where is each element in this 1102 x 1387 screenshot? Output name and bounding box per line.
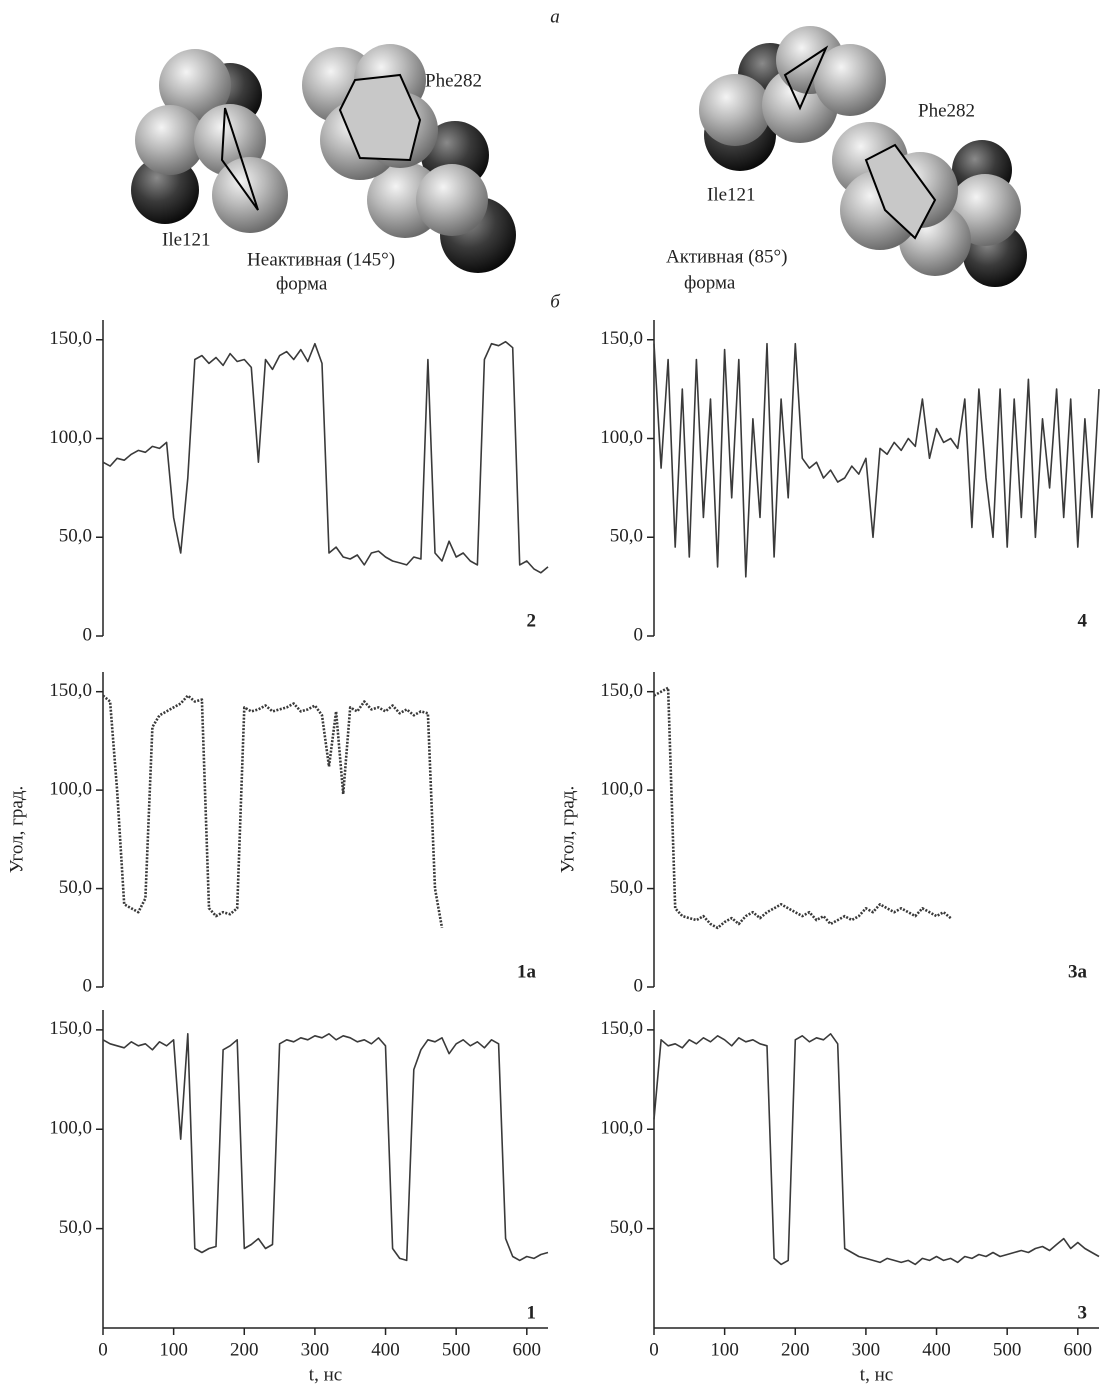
panel-number: 2 <box>527 610 537 631</box>
y-tick-label: 150,0 <box>600 1018 643 1039</box>
panel-label: а <box>550 6 560 27</box>
panel-number: 4 <box>1078 610 1088 631</box>
y-tick-label: 50,0 <box>59 526 92 547</box>
residue-label: Phe282 <box>918 100 975 121</box>
y-tick-label: 0 <box>83 975 93 996</box>
x-tick-label: 100 <box>710 1339 739 1360</box>
data-line <box>102 340 549 574</box>
x-tick-label: 0 <box>98 1339 108 1360</box>
x-tick-label: 200 <box>781 1339 810 1360</box>
y-tick-label: 0 <box>634 624 644 645</box>
y-tick-label: 150,0 <box>49 328 92 349</box>
x-axis-title: t, нс <box>309 1364 342 1385</box>
y-tick-label: 50,0 <box>59 877 92 898</box>
x-tick-label: 100 <box>159 1339 188 1360</box>
x-tick-label: 600 <box>513 1339 542 1360</box>
panel-number: 1а <box>517 961 537 982</box>
y-tick-label: 50,0 <box>610 877 643 898</box>
residue-label: Phe282 <box>425 70 482 91</box>
form-label: Активная (85°) <box>666 246 788 267</box>
x-tick-label: 500 <box>993 1339 1022 1360</box>
y-tick-label: 150,0 <box>49 680 92 701</box>
data-line <box>102 1033 549 1262</box>
y-tick-label: 150,0 <box>600 680 643 701</box>
x-tick-label: 600 <box>1064 1339 1093 1360</box>
y-tick-label: 50,0 <box>610 526 643 547</box>
molecule-active <box>699 26 1027 287</box>
data-line <box>653 686 952 930</box>
x-tick-label: 300 <box>301 1339 330 1360</box>
x-tick-label: 0 <box>649 1339 659 1360</box>
x-tick-label: 400 <box>922 1339 951 1360</box>
y-tick-label: 0 <box>83 624 93 645</box>
panel-number: 1 <box>527 1302 537 1323</box>
form-label: форма <box>276 273 328 294</box>
data-line <box>653 1033 1100 1266</box>
residue-label: Ile121 <box>162 229 211 250</box>
y-axis-title: Угол, град. <box>6 786 27 873</box>
y-tick-label: 100,0 <box>600 778 643 799</box>
data-line <box>653 342 1100 578</box>
panel-number: 3а <box>1068 961 1088 982</box>
y-tick-label: 100,0 <box>600 427 643 448</box>
y-tick-label: 100,0 <box>49 778 92 799</box>
form-label: форма <box>684 272 736 293</box>
y-tick-label: 100,0 <box>49 1118 92 1139</box>
x-tick-label: 500 <box>442 1339 471 1360</box>
panel-label: б <box>550 291 561 312</box>
x-tick-label: 400 <box>371 1339 400 1360</box>
y-tick-label: 150,0 <box>600 328 643 349</box>
y-tick-label: 0 <box>634 975 644 996</box>
residue-label: Ile121 <box>707 184 756 205</box>
form-label: Неактивная (145°) <box>247 249 395 270</box>
y-tick-label: 50,0 <box>59 1217 92 1238</box>
y-tick-label: 100,0 <box>600 1118 643 1139</box>
panel-number: 3 <box>1078 1302 1088 1323</box>
y-tick-label: 100,0 <box>49 427 92 448</box>
y-tick-label: 150,0 <box>49 1018 92 1039</box>
x-tick-label: 200 <box>230 1339 259 1360</box>
y-axis-title: Угол, град. <box>557 786 578 873</box>
x-axis-title: t, нс <box>860 1364 893 1385</box>
data-line <box>102 694 444 929</box>
x-tick-label: 300 <box>852 1339 881 1360</box>
molecule-inactive <box>131 44 516 273</box>
y-tick-label: 50,0 <box>610 1217 643 1238</box>
